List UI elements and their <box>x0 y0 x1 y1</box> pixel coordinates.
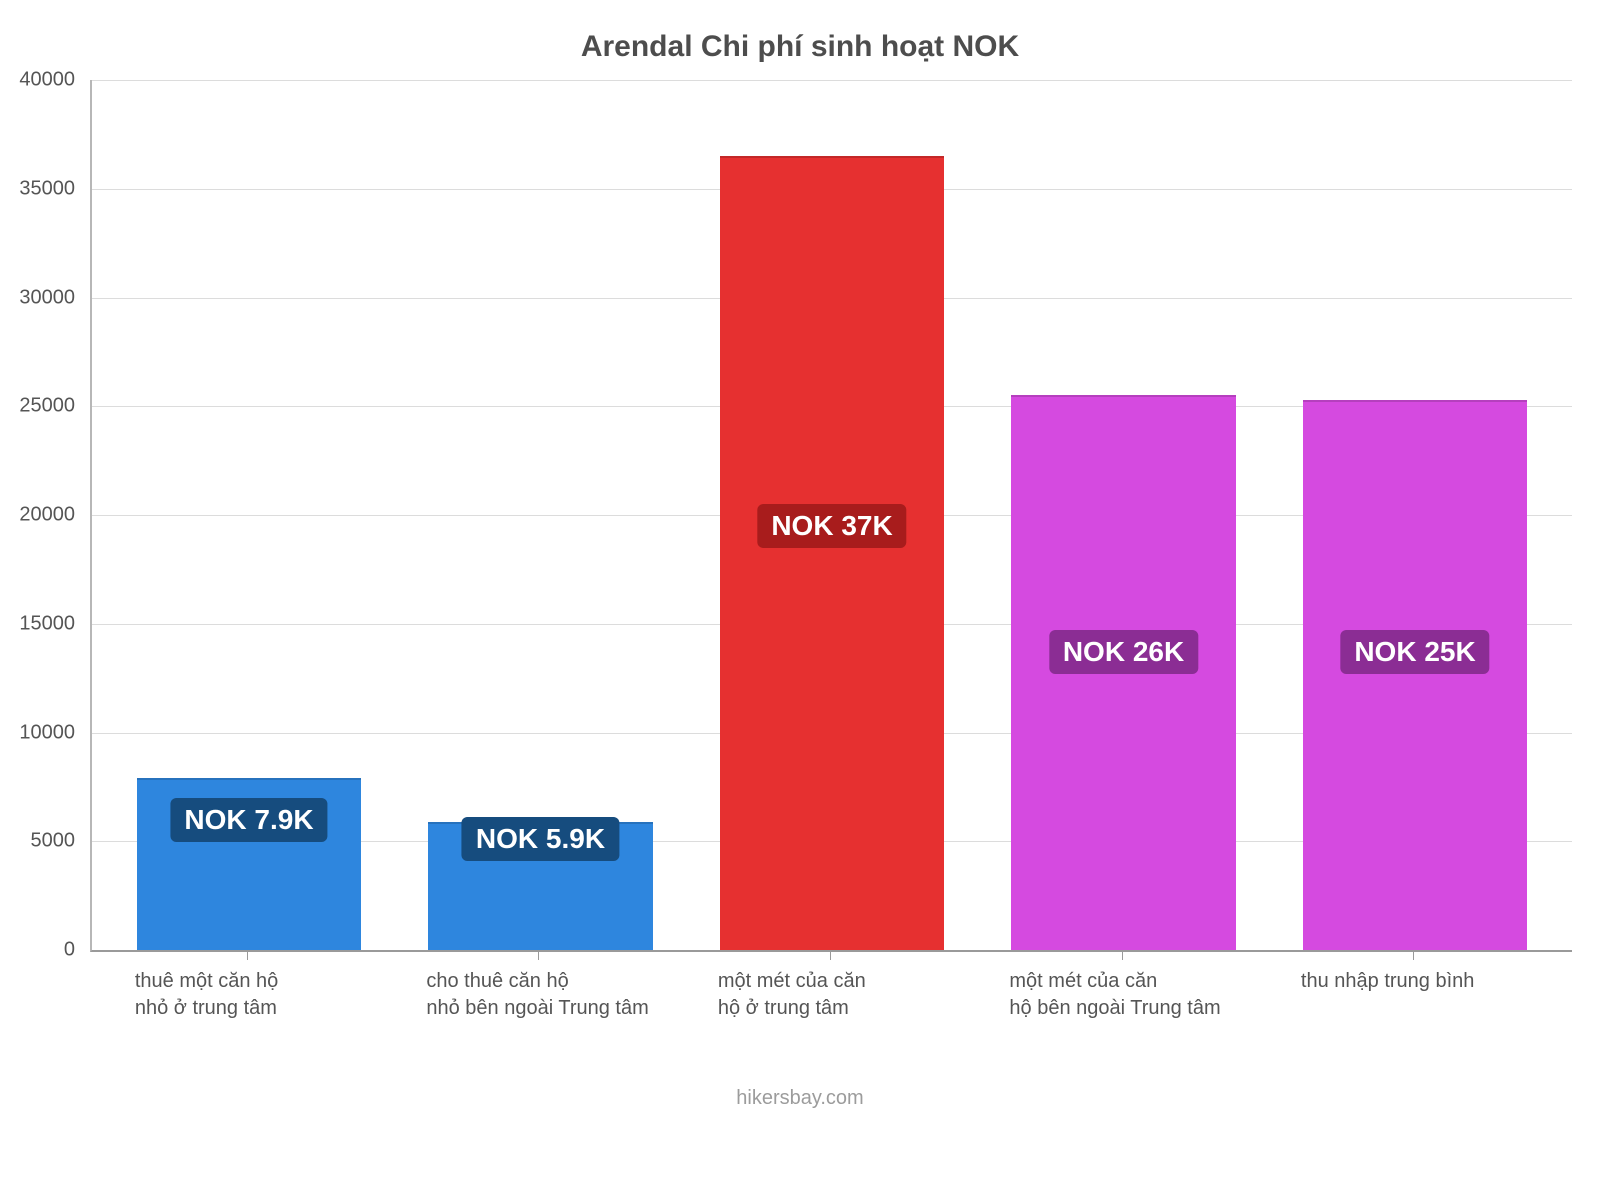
y-tick-label: 5000 <box>0 830 75 853</box>
y-tick-label: 0 <box>0 939 75 962</box>
y-tick-label: 25000 <box>0 395 75 418</box>
bar <box>1303 400 1527 950</box>
x-tick-label: một mét của căn hộ bên ngoài Trung tâm <box>1009 968 1301 1022</box>
x-tick-label: cho thuê căn hộ nhỏ bên ngoài Trung tâm <box>426 968 718 1022</box>
gridline <box>92 80 1572 81</box>
x-tick-mark <box>538 950 539 960</box>
x-tick-label: thu nhập trung bình <box>1301 968 1593 995</box>
x-tick-mark <box>247 950 248 960</box>
plot-area: NOK 7.9K NOK 5.9K NOK 37K NOK 26K NOK 25K <box>90 80 1572 952</box>
y-tick-label: 30000 <box>0 286 75 309</box>
y-tick-label: 15000 <box>0 612 75 635</box>
bar <box>720 156 944 950</box>
x-tick-mark <box>1122 950 1123 960</box>
attribution-text: hikersbay.com <box>0 1087 1600 1110</box>
x-tick-label: một mét của căn hộ ở trung tâm <box>718 968 1010 1022</box>
bar-value-badge: NOK 26K <box>1049 630 1198 674</box>
y-tick-label: 40000 <box>0 69 75 92</box>
chart-title: Arendal Chi phí sinh hoạt NOK <box>0 30 1600 64</box>
x-tick-mark <box>830 950 831 960</box>
bar-value-badge: NOK 5.9K <box>462 817 619 861</box>
x-tick-mark <box>1413 950 1414 960</box>
bar-value-badge: NOK 7.9K <box>170 798 327 842</box>
y-tick-label: 10000 <box>0 721 75 744</box>
bar-value-badge: NOK 37K <box>757 504 906 548</box>
bar-value-badge: NOK 25K <box>1340 630 1489 674</box>
y-tick-label: 20000 <box>0 504 75 527</box>
x-tick-label: thuê một căn hộ nhỏ ở trung tâm <box>135 968 427 1022</box>
y-tick-label: 35000 <box>0 177 75 200</box>
chart-container: Arendal Chi phí sinh hoạt NOK NOK 7.9KNO… <box>0 0 1600 1200</box>
